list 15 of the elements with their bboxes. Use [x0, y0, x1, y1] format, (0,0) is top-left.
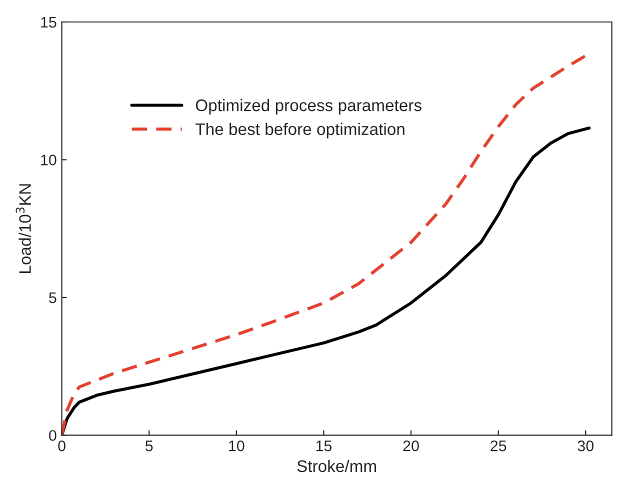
x-tick-label: 15	[316, 440, 332, 452]
x-tick-label: 20	[403, 440, 419, 452]
x-tick-label: 10	[229, 440, 244, 452]
x-tick-label: 0	[58, 440, 66, 452]
y-tick-label: 15	[41, 17, 56, 28]
y-tick-label: 0	[49, 430, 56, 441]
y-tick-label: 10	[41, 154, 56, 166]
x-tick-label: 30	[578, 440, 594, 452]
y-axis-title: Load/10$^{3}$KN	[16, 184, 31, 273]
legend-label: The best before optimization	[196, 122, 404, 138]
x-axis-title: Stroke/mm	[297, 460, 376, 472]
y-tick-label: 5	[49, 292, 56, 304]
x-tick-label: 5	[145, 440, 153, 452]
x-tick-label: 25	[490, 440, 506, 452]
legend-label: Optimized process parameters	[196, 98, 422, 115]
